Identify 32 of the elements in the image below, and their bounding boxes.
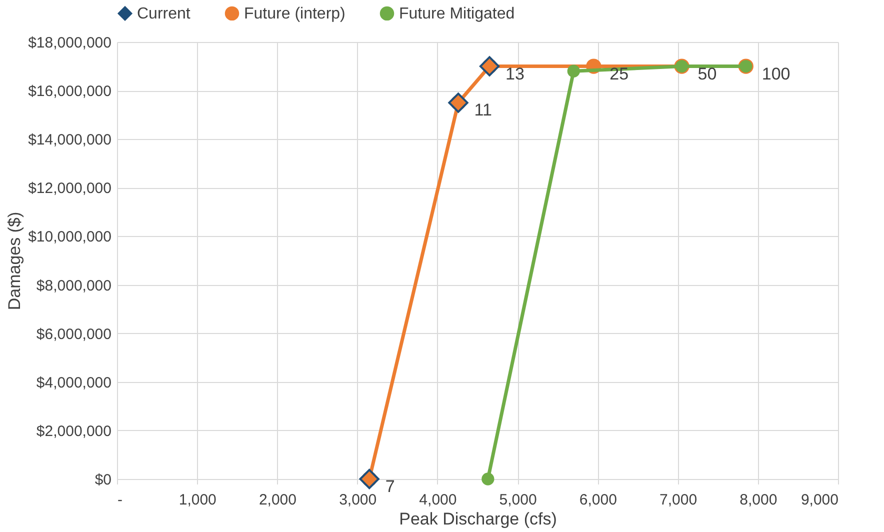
y-axis-title: Damages ($) [5, 212, 24, 310]
y-tick-label: $16,000,000 [28, 83, 112, 100]
legend-label: Current [137, 5, 191, 22]
x-tick-label: 5,000 [499, 492, 537, 508]
annotation: 100 [762, 64, 790, 84]
x-axis-title: Peak Discharge (cfs) [399, 510, 557, 528]
y-tick-label: $18,000,000 [28, 34, 112, 52]
x-tick-label: 6,000 [579, 492, 617, 508]
y-tick-label: $0 [94, 472, 112, 488]
x-tick-label: 3,000 [339, 492, 377, 508]
point [567, 64, 580, 78]
annotation: 50 [698, 64, 717, 84]
x-tick-label: 7,000 [660, 492, 698, 508]
y-tick-label: $6,000,000 [36, 326, 112, 343]
y-tick-label: $10,000,000 [28, 228, 112, 246]
legend-label: Future Mitigated [399, 5, 515, 22]
y-tick-label: $4,000,000 [36, 374, 112, 392]
x-tick-label: 4,000 [419, 492, 457, 508]
y-tick-label: $14,000,000 [28, 132, 112, 149]
x-tick-label: - [118, 492, 122, 508]
y-tick-label: $2,000,000 [36, 422, 112, 440]
y-tick-label: $12,000,000 [28, 180, 112, 198]
y-tick-label: $8,000,000 [36, 277, 112, 294]
annotation: 11 [474, 100, 492, 120]
x-tick-label: 9,000 [800, 492, 838, 508]
annotation: 7 [385, 477, 395, 496]
x-tick-label: 8,000 [740, 492, 778, 508]
x-tick-label: 2,000 [258, 492, 296, 508]
legend-label: Future (interp) [244, 5, 346, 22]
annotation: 13 [506, 64, 524, 84]
x-tick-label: 1,000 [178, 492, 216, 508]
point [482, 472, 494, 486]
